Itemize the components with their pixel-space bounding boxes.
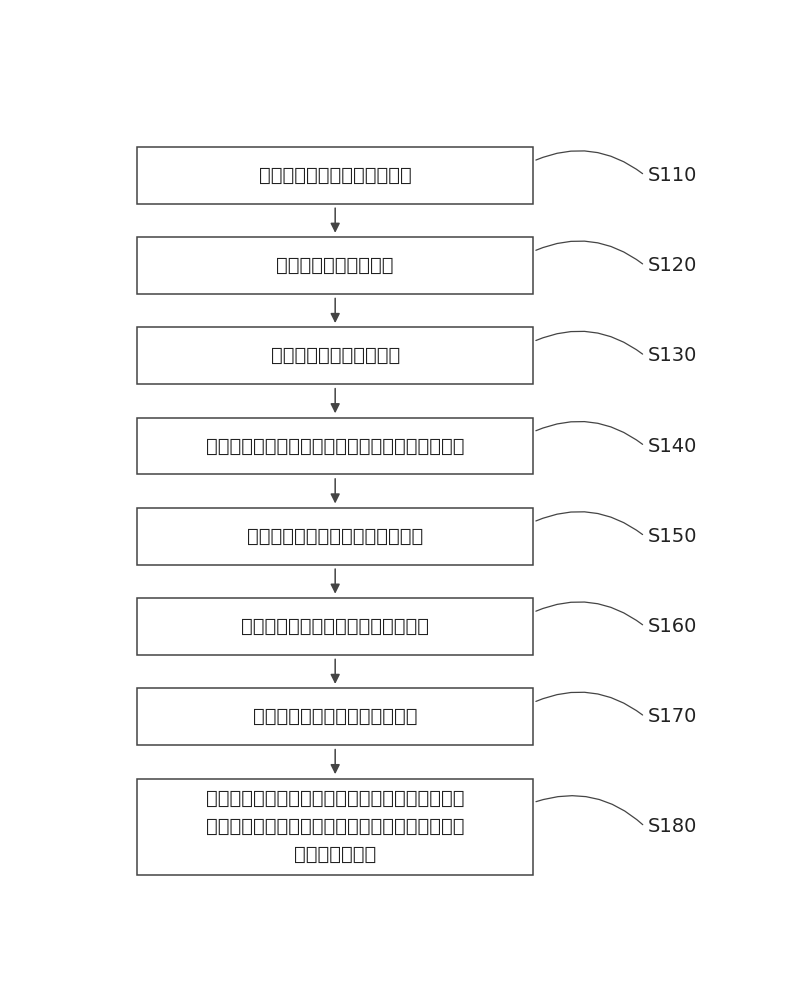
Text: S180: S180 xyxy=(648,817,698,836)
Text: 在所述湿气吸收层上形成散热层: 在所述湿气吸收层上形成散热层 xyxy=(253,707,417,726)
Text: S110: S110 xyxy=(648,166,698,185)
Bar xyxy=(137,779,534,875)
Text: S160: S160 xyxy=(648,617,698,636)
Bar xyxy=(137,327,534,384)
Text: 在所述氧化物层上形成有机阻挡层: 在所述氧化物层上形成有机阻挡层 xyxy=(247,527,423,546)
Text: S170: S170 xyxy=(648,707,698,726)
Text: S140: S140 xyxy=(648,437,698,456)
Text: 采用磁控溅射的方法在所述保护层上形成碳化物层: 采用磁控溅射的方法在所述保护层上形成碳化物层 xyxy=(206,437,464,456)
Text: 在阳极导电基底上形成功能层: 在阳极导电基底上形成功能层 xyxy=(259,166,411,185)
Text: 在所述有机阻挡层上形成湿气吸收层: 在所述有机阻挡层上形成湿气吸收层 xyxy=(241,617,429,636)
Text: S130: S130 xyxy=(648,346,698,365)
Bar xyxy=(137,147,534,204)
Bar xyxy=(137,688,534,745)
Bar xyxy=(137,237,534,294)
Bar xyxy=(137,598,534,655)
Text: 在所述阴极上形成保护层: 在所述阴极上形成保护层 xyxy=(271,346,400,365)
Text: 在功能层表面形成阴极: 在功能层表面形成阴极 xyxy=(276,256,394,275)
Text: S120: S120 xyxy=(648,256,698,275)
Text: S150: S150 xyxy=(648,527,698,546)
Text: 使用封装盖将所述发光层、阴极、保护层、氧化物
层、有机阻挡层、湿气吸收层及散热层封装于所述
阳极导电基底上: 使用封装盖将所述发光层、阴极、保护层、氧化物 层、有机阻挡层、湿气吸收层及散热层… xyxy=(206,789,464,864)
Bar xyxy=(137,508,534,565)
Bar xyxy=(137,418,534,474)
